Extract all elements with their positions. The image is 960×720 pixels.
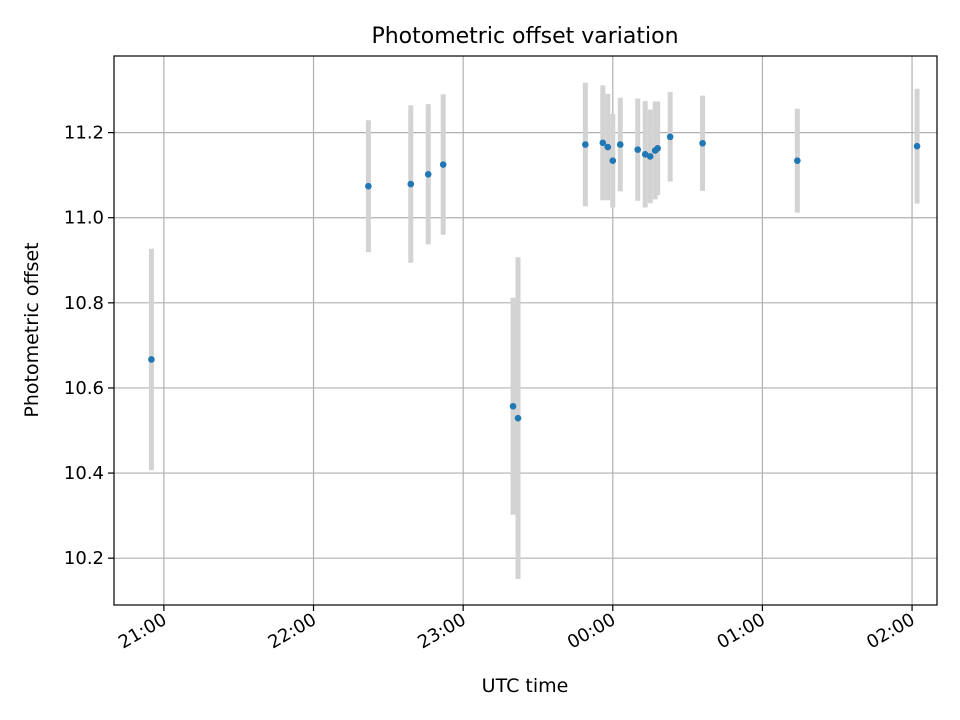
- data-point: [634, 146, 642, 153]
- data-point: [407, 180, 415, 188]
- data-point: [604, 143, 612, 151]
- data-point: [646, 153, 654, 160]
- data-point: [514, 414, 522, 422]
- data-point: [439, 161, 447, 168]
- data-point: [509, 402, 517, 410]
- y-tick-label: 10.6: [64, 378, 104, 399]
- data-point: [599, 139, 607, 147]
- chart-title: Photometric offset variation: [371, 24, 678, 49]
- data-point: [666, 133, 674, 141]
- data-point: [148, 356, 155, 363]
- data-point: [582, 141, 589, 148]
- y-tick-label: 10.4: [64, 463, 104, 484]
- data-points: [148, 133, 921, 422]
- data-point: [699, 139, 706, 147]
- plot-frame: [113, 55, 938, 606]
- data-point: [913, 142, 921, 150]
- data-point: [641, 151, 649, 158]
- y-axis-label: Photometric offset: [21, 242, 43, 417]
- data-point: [616, 141, 624, 148]
- y-tick-label: 11.2: [64, 123, 104, 144]
- data-point: [609, 157, 617, 164]
- data-point: [424, 171, 432, 178]
- x-axis-label: UTC time: [482, 675, 569, 697]
- data-point: [365, 182, 372, 190]
- grid: [114, 56, 937, 605]
- data-point: [654, 145, 661, 152]
- y-tick-label: 11.0: [64, 208, 104, 229]
- y-tick-label: 10.2: [64, 548, 104, 569]
- data-point: [794, 157, 801, 164]
- y-tick-label: 10.8: [64, 293, 104, 314]
